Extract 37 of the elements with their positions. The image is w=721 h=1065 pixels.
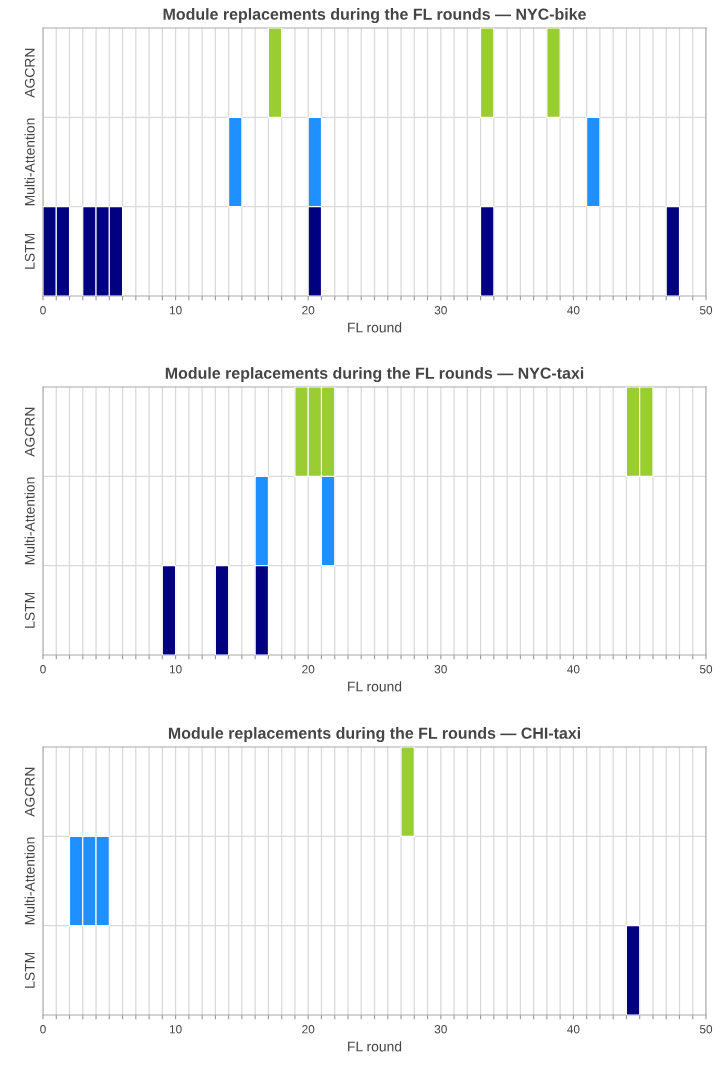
x-axis-title: FL round (348, 681, 402, 692)
x-tick-label: 10 (169, 1025, 182, 1034)
x-tick-label: 30 (434, 306, 447, 315)
bar (400, 747, 415, 837)
x-tick-label: 0 (40, 1025, 46, 1034)
y-tick-label: AGCRN (24, 407, 35, 457)
x-tick-label: 10 (169, 665, 182, 674)
x-tick-label: 50 (699, 1025, 713, 1034)
x-tick-label: 50 (699, 306, 713, 315)
chart-title: Module replacements during the FL rounds — CHI-taxi (168, 727, 581, 743)
x-tick-label: 10 (169, 306, 182, 315)
x-axis-title: FL round (348, 322, 402, 333)
x-tick-label: 20 (302, 306, 315, 315)
bar (480, 206, 495, 296)
bar (625, 925, 641, 1015)
bar (665, 206, 681, 296)
x-tick-label: 40 (567, 306, 580, 315)
x-tick-label: 30 (434, 1025, 447, 1034)
x-tick-label: 40 (567, 1025, 580, 1034)
x-tick-label: 20 (302, 1025, 315, 1034)
y-tick-label: Multi-Attention (24, 477, 35, 565)
x-tick-label: 30 (434, 665, 447, 674)
x-axis-title: FL round (348, 1041, 402, 1052)
x-tick-label: 40 (567, 665, 580, 674)
x-tick-label: 20 (302, 665, 315, 674)
x-tick-label: 50 (699, 665, 713, 674)
chart-title: Module replacements during the FL rounds — NYC-bike (163, 8, 586, 24)
y-tick-label: AGCRN (24, 767, 35, 817)
y-tick-label: LSTM (24, 952, 35, 988)
y-tick-label: LSTM (24, 233, 35, 269)
x-tick-label: 0 (40, 665, 46, 674)
chart-title: Module replacements during the FL rounds — NYC-taxi (165, 367, 584, 383)
y-tick-label: Multi-Attention (24, 118, 35, 206)
y-tick-label: Multi-Attention (24, 837, 35, 925)
y-tick-label: LSTM (24, 592, 35, 628)
x-tick-label: 0 (40, 306, 46, 315)
y-tick-label: AGCRN (24, 48, 35, 98)
